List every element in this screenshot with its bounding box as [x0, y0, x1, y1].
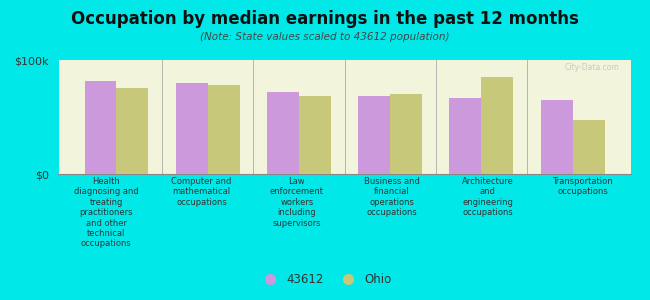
Text: Architecture
and
engineering
occupations: Architecture and engineering occupations — [462, 177, 514, 217]
Bar — [449, 98, 482, 174]
Bar — [573, 120, 604, 174]
Bar — [390, 94, 422, 174]
Text: (Note: State values scaled to 43612 population): (Note: State values scaled to 43612 popu… — [200, 32, 450, 41]
Bar — [541, 100, 573, 174]
Bar — [299, 97, 331, 174]
Bar — [267, 92, 299, 174]
Text: Business and
financial
operations
occupations: Business and financial operations occupa… — [364, 177, 420, 217]
Bar — [116, 88, 148, 174]
Text: Transportation
occupations: Transportation occupations — [552, 177, 613, 197]
Text: City-Data.com: City-Data.com — [564, 63, 619, 72]
Bar — [207, 85, 240, 174]
Legend: 43612, Ohio: 43612, Ohio — [254, 269, 396, 291]
Text: Occupation by median earnings in the past 12 months: Occupation by median earnings in the pas… — [71, 11, 579, 28]
Text: Computer and
mathematical
occupations: Computer and mathematical occupations — [172, 177, 231, 207]
Bar — [358, 97, 390, 174]
Bar — [84, 80, 116, 174]
Bar — [482, 77, 514, 174]
Text: Health
diagnosing and
treating
practitioners
and other
technical
occupations: Health diagnosing and treating practitio… — [74, 177, 138, 248]
Bar — [176, 83, 207, 174]
Text: Law
enforcement
workers
including
supervisors: Law enforcement workers including superv… — [270, 177, 324, 228]
